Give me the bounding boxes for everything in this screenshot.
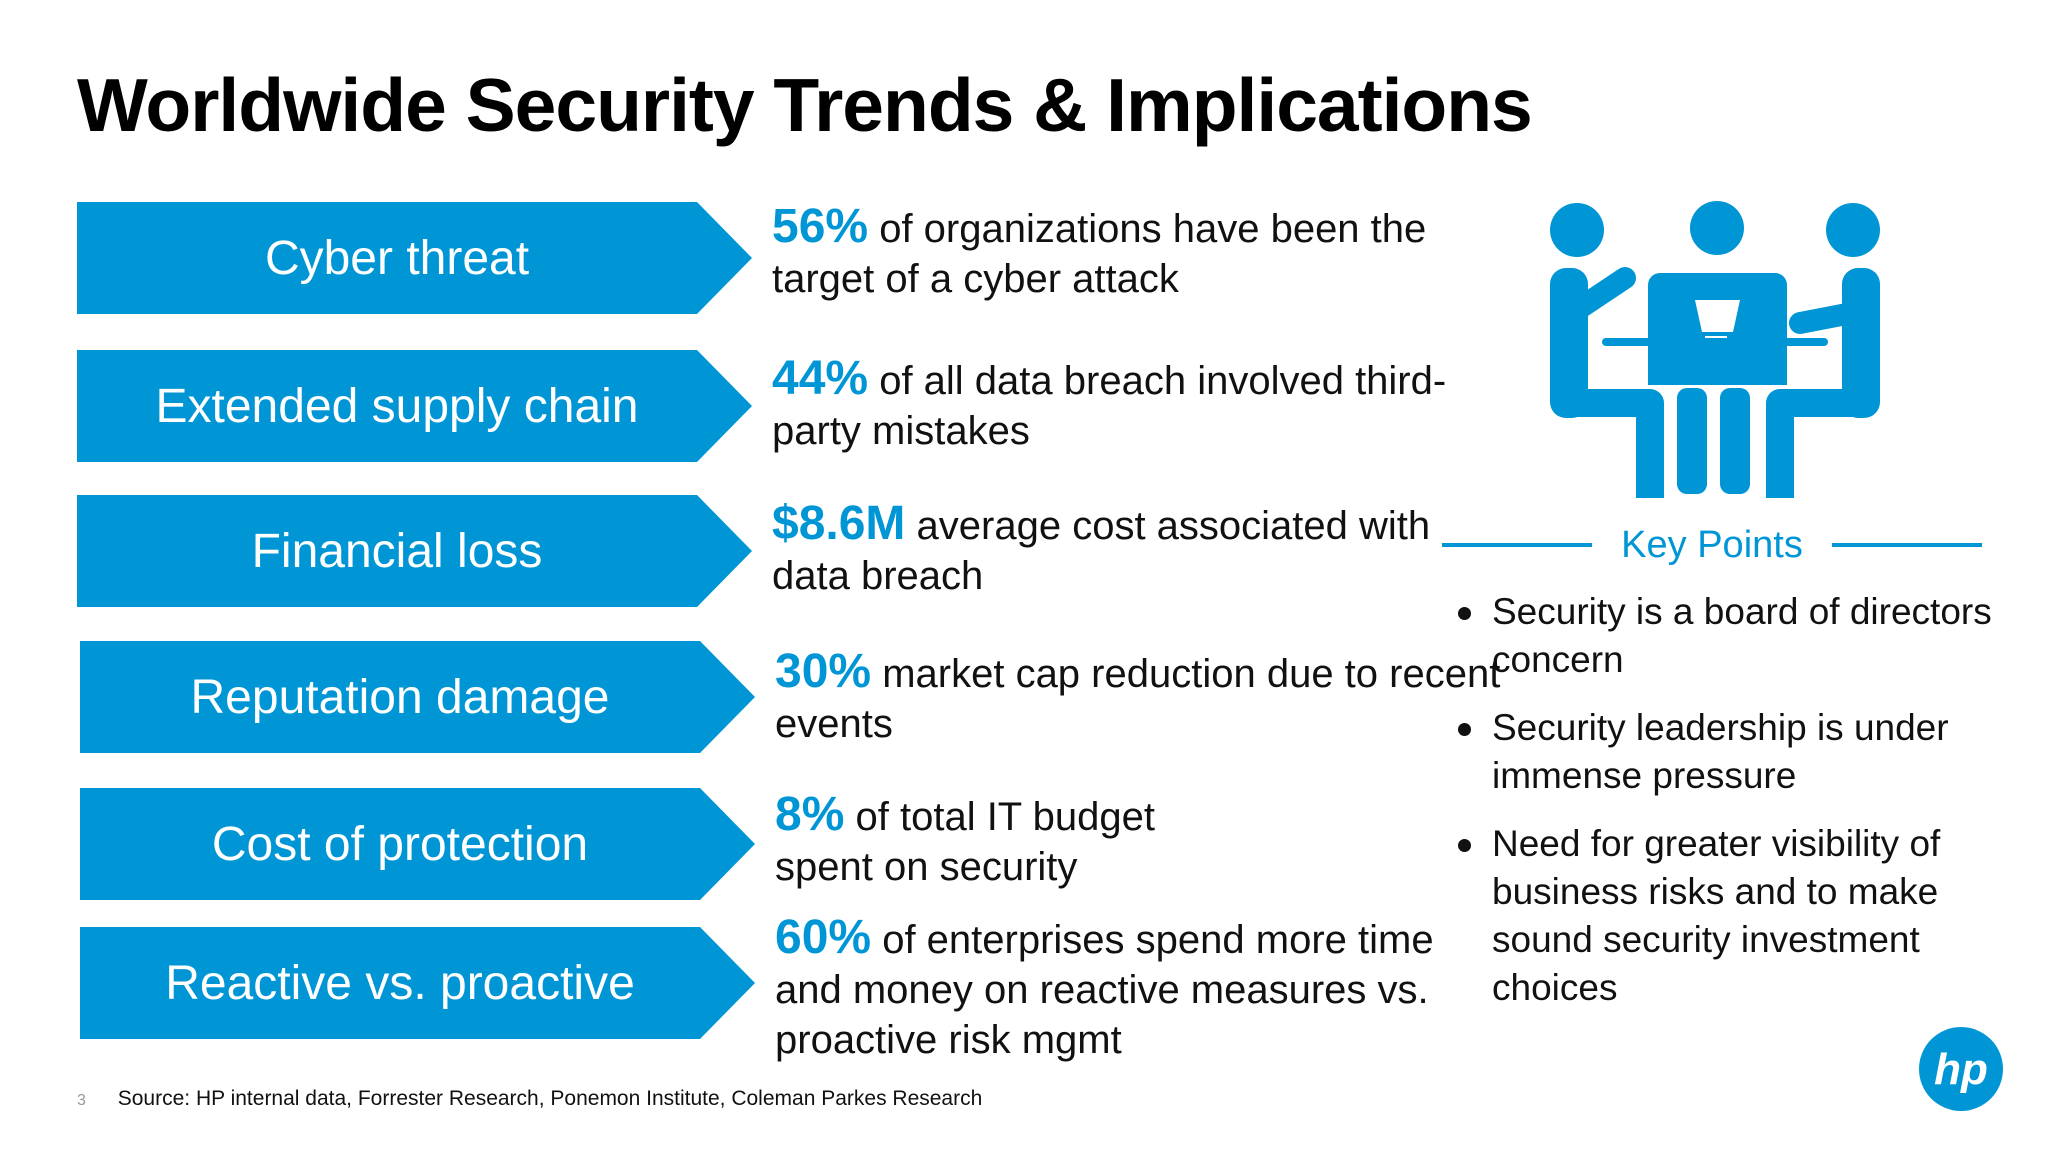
trend-row-reactive-proactive: Reactive vs. proactive 60% of enterprise… [80, 913, 1450, 1062]
stat-text: of total IT budget spent on security [775, 795, 1155, 889]
trend-row-financial-loss: Financial loss $8.6M average cost associ… [77, 495, 1447, 607]
key-points-title: Key Points [1621, 524, 1803, 566]
key-points-list: Security is a board of directors concern… [1450, 588, 1995, 1032]
chevron-banner: Reputation damage [80, 641, 755, 753]
chevron-banner: Cost of protection [80, 788, 755, 900]
trend-label: Reputation damage [190, 670, 610, 724]
chevron-banner: Extended supply chain [77, 350, 752, 462]
svg-text:hp: hp [1934, 1045, 1988, 1094]
stat-text: market cap reduction due to recent event… [775, 652, 1501, 746]
stat-value: 8% [775, 788, 845, 841]
list-item: Security leadership is under immense pre… [1450, 704, 1995, 800]
trend-stat: $8.6M average cost associated with data … [772, 499, 1512, 601]
trend-stat: 56% of organizations have been the targe… [772, 202, 1512, 304]
stat-text: of organizations have been the target of… [772, 207, 1427, 301]
stat-text: average cost associated with data breach [772, 504, 1431, 598]
stat-text: of all data breach involved third-party … [772, 359, 1447, 453]
stat-value: 44% [772, 352, 869, 405]
trend-label: Extended supply chain [155, 379, 639, 433]
key-points-header: Key Points [1442, 520, 1982, 570]
divider-line [1832, 543, 1982, 547]
trend-label: Cost of protection [211, 817, 589, 871]
bullet-icon [1458, 607, 1471, 620]
stat-value: 60% [775, 911, 872, 964]
chevron-banner: Reactive vs. proactive [80, 927, 755, 1039]
stat-text: of enterprises spend more time and money… [775, 918, 1434, 1062]
bullet-icon [1458, 839, 1471, 852]
page-number: 3 [77, 1092, 86, 1109]
chevron-banner: Financial loss [77, 495, 752, 607]
trend-label: Cyber threat [264, 231, 530, 285]
trend-stat: 30% market cap reduction due to recent e… [775, 647, 1515, 749]
divider-line [1442, 543, 1592, 547]
meeting-icon [1540, 198, 1890, 512]
trend-row-cost-of-protection: Cost of protection 8% of total IT budget… [80, 788, 1450, 900]
trend-row-supply-chain: Extended supply chain 44% of all data br… [77, 350, 1447, 462]
stat-value: 30% [775, 645, 872, 698]
footer: 3 Source: HP internal data, Forrester Re… [77, 1087, 982, 1111]
bullet-icon [1458, 723, 1471, 736]
trend-stat: 60% of enterprises spend more time and m… [775, 913, 1435, 1065]
list-item: Need for greater visibility of business … [1450, 820, 1995, 1012]
trend-stat: 8% of total IT budget spent on security [775, 790, 1195, 892]
list-item: Security is a board of directors concern [1450, 588, 1995, 684]
trend-row-cyber-threat: Cyber threat 56% of organizations have b… [77, 202, 1447, 314]
trend-row-reputation-damage: Reputation damage 30% market cap reducti… [80, 641, 1500, 753]
trend-label: Reactive vs. proactive [165, 956, 635, 1010]
stat-value: 56% [772, 200, 869, 253]
trend-stat: 44% of all data breach involved third-pa… [772, 354, 1512, 456]
hp-logo-icon: hp [1918, 1026, 2004, 1112]
source-note: Source: HP internal data, Forrester Rese… [117, 1087, 983, 1110]
chevron-banner: Cyber threat [77, 202, 752, 314]
trend-label: Financial loss [251, 524, 543, 578]
stat-value: $8.6M [772, 497, 906, 550]
slide-title: Worldwide Security Trends & Implications [77, 63, 1533, 147]
